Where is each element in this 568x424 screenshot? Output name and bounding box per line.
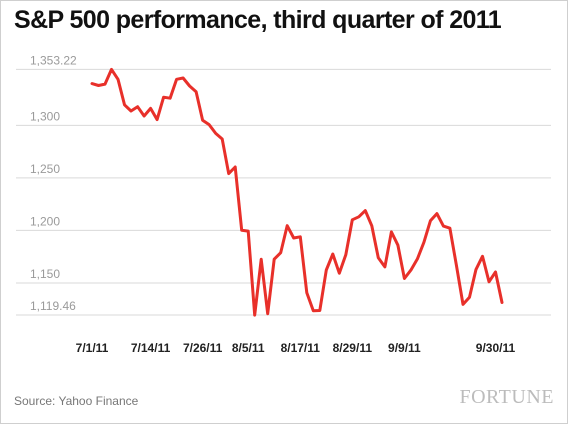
x-tick-label: 9/9/11	[388, 341, 421, 355]
x-tick-label: 7/26/11	[183, 341, 223, 355]
y-tick-label: 1,250	[30, 162, 60, 176]
x-tick-label: 7/14/11	[131, 341, 171, 355]
x-tick-label: 8/17/11	[281, 341, 321, 355]
x-tick-label: 8/29/11	[333, 341, 373, 355]
y-tick-label: 1,150	[30, 267, 60, 281]
x-tick-label: 8/5/11	[232, 341, 265, 355]
y-tick-label: 1,300	[30, 109, 60, 123]
x-tick-label: 9/30/11	[476, 341, 516, 355]
gridlines	[16, 68, 551, 316]
y-axis-ticks: 1,353.22 1,300 1,250 1,200 1,150 1,119.46	[30, 53, 77, 313]
x-tick-label: 7/1/11	[76, 341, 109, 355]
brand-logo: FORTUNE	[459, 386, 554, 408]
chart-title: S&P 500 performance, third quarter of 20…	[14, 6, 502, 34]
y-tick-label: 1,119.46	[30, 299, 76, 313]
series-line	[90, 67, 504, 317]
source-note: Source: Yahoo Finance	[14, 394, 139, 408]
x-axis-ticks: 7/1/11 7/14/11 7/26/11 8/5/11 8/17/11 8/29/11…	[76, 341, 516, 355]
y-tick-label: 1,353.22	[30, 53, 77, 67]
y-tick-label: 1,200	[30, 214, 60, 228]
